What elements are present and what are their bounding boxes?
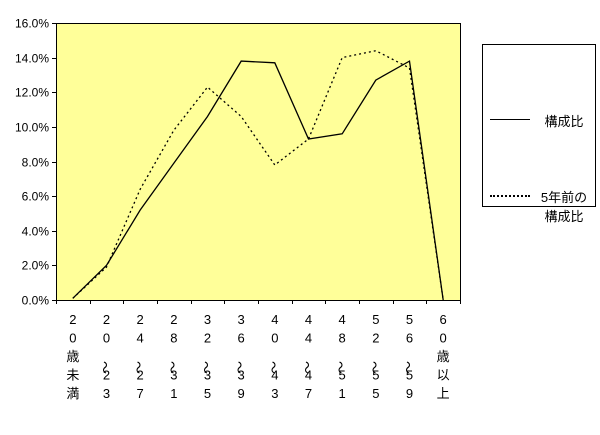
plot-area (56, 23, 461, 301)
legend-item-label: 5年前の構成比 (540, 190, 588, 224)
y-axis-label: 6.0% (22, 190, 50, 204)
x-axis-label: 4 0 〜4 3 (265, 312, 280, 401)
x-axis-label: 2 0 〜2 3 (97, 312, 112, 401)
chart-legend: 構成比 5年前の構成比 (482, 44, 596, 224)
y-axis-label: 0.0% (22, 294, 50, 308)
y-axis-label: 2.0% (22, 259, 50, 273)
x-axis-label: 3 2 〜3 5 (198, 312, 213, 401)
x-axis-label: 2 0 歳未満 (66, 312, 79, 401)
legend-line-sample-solid (490, 119, 530, 120)
x-axis-label: 5 6 〜5 9 (400, 312, 415, 401)
x-axis-label: 4 8 〜5 1 (333, 312, 348, 401)
y-axis-label: 14.0% (15, 52, 49, 66)
x-axis-label: 5 2 〜5 5 (366, 312, 381, 401)
y-axis-label: 4.0% (22, 225, 50, 239)
x-axis-label: 2 4 〜2 7 (131, 312, 146, 401)
y-axis-label: 16.0% (15, 17, 49, 31)
x-axis-label: 6 0 歳以上 (437, 312, 450, 401)
y-axis-label: 12.0% (15, 86, 49, 100)
x-axis-label: 2 8 〜3 1 (164, 312, 179, 401)
series-line-0 (72, 60, 444, 301)
y-axis-label: 10.0% (15, 121, 49, 135)
series-line-1 (72, 50, 444, 301)
x-axis-label: 4 4 〜4 7 (299, 312, 314, 401)
legend-line-sample-dotted (490, 195, 530, 197)
x-axis-label: 3 6 〜3 9 (232, 312, 247, 401)
legend-item-label: 構成比 (544, 114, 584, 129)
y-axis-label: 8.0% (22, 156, 50, 170)
